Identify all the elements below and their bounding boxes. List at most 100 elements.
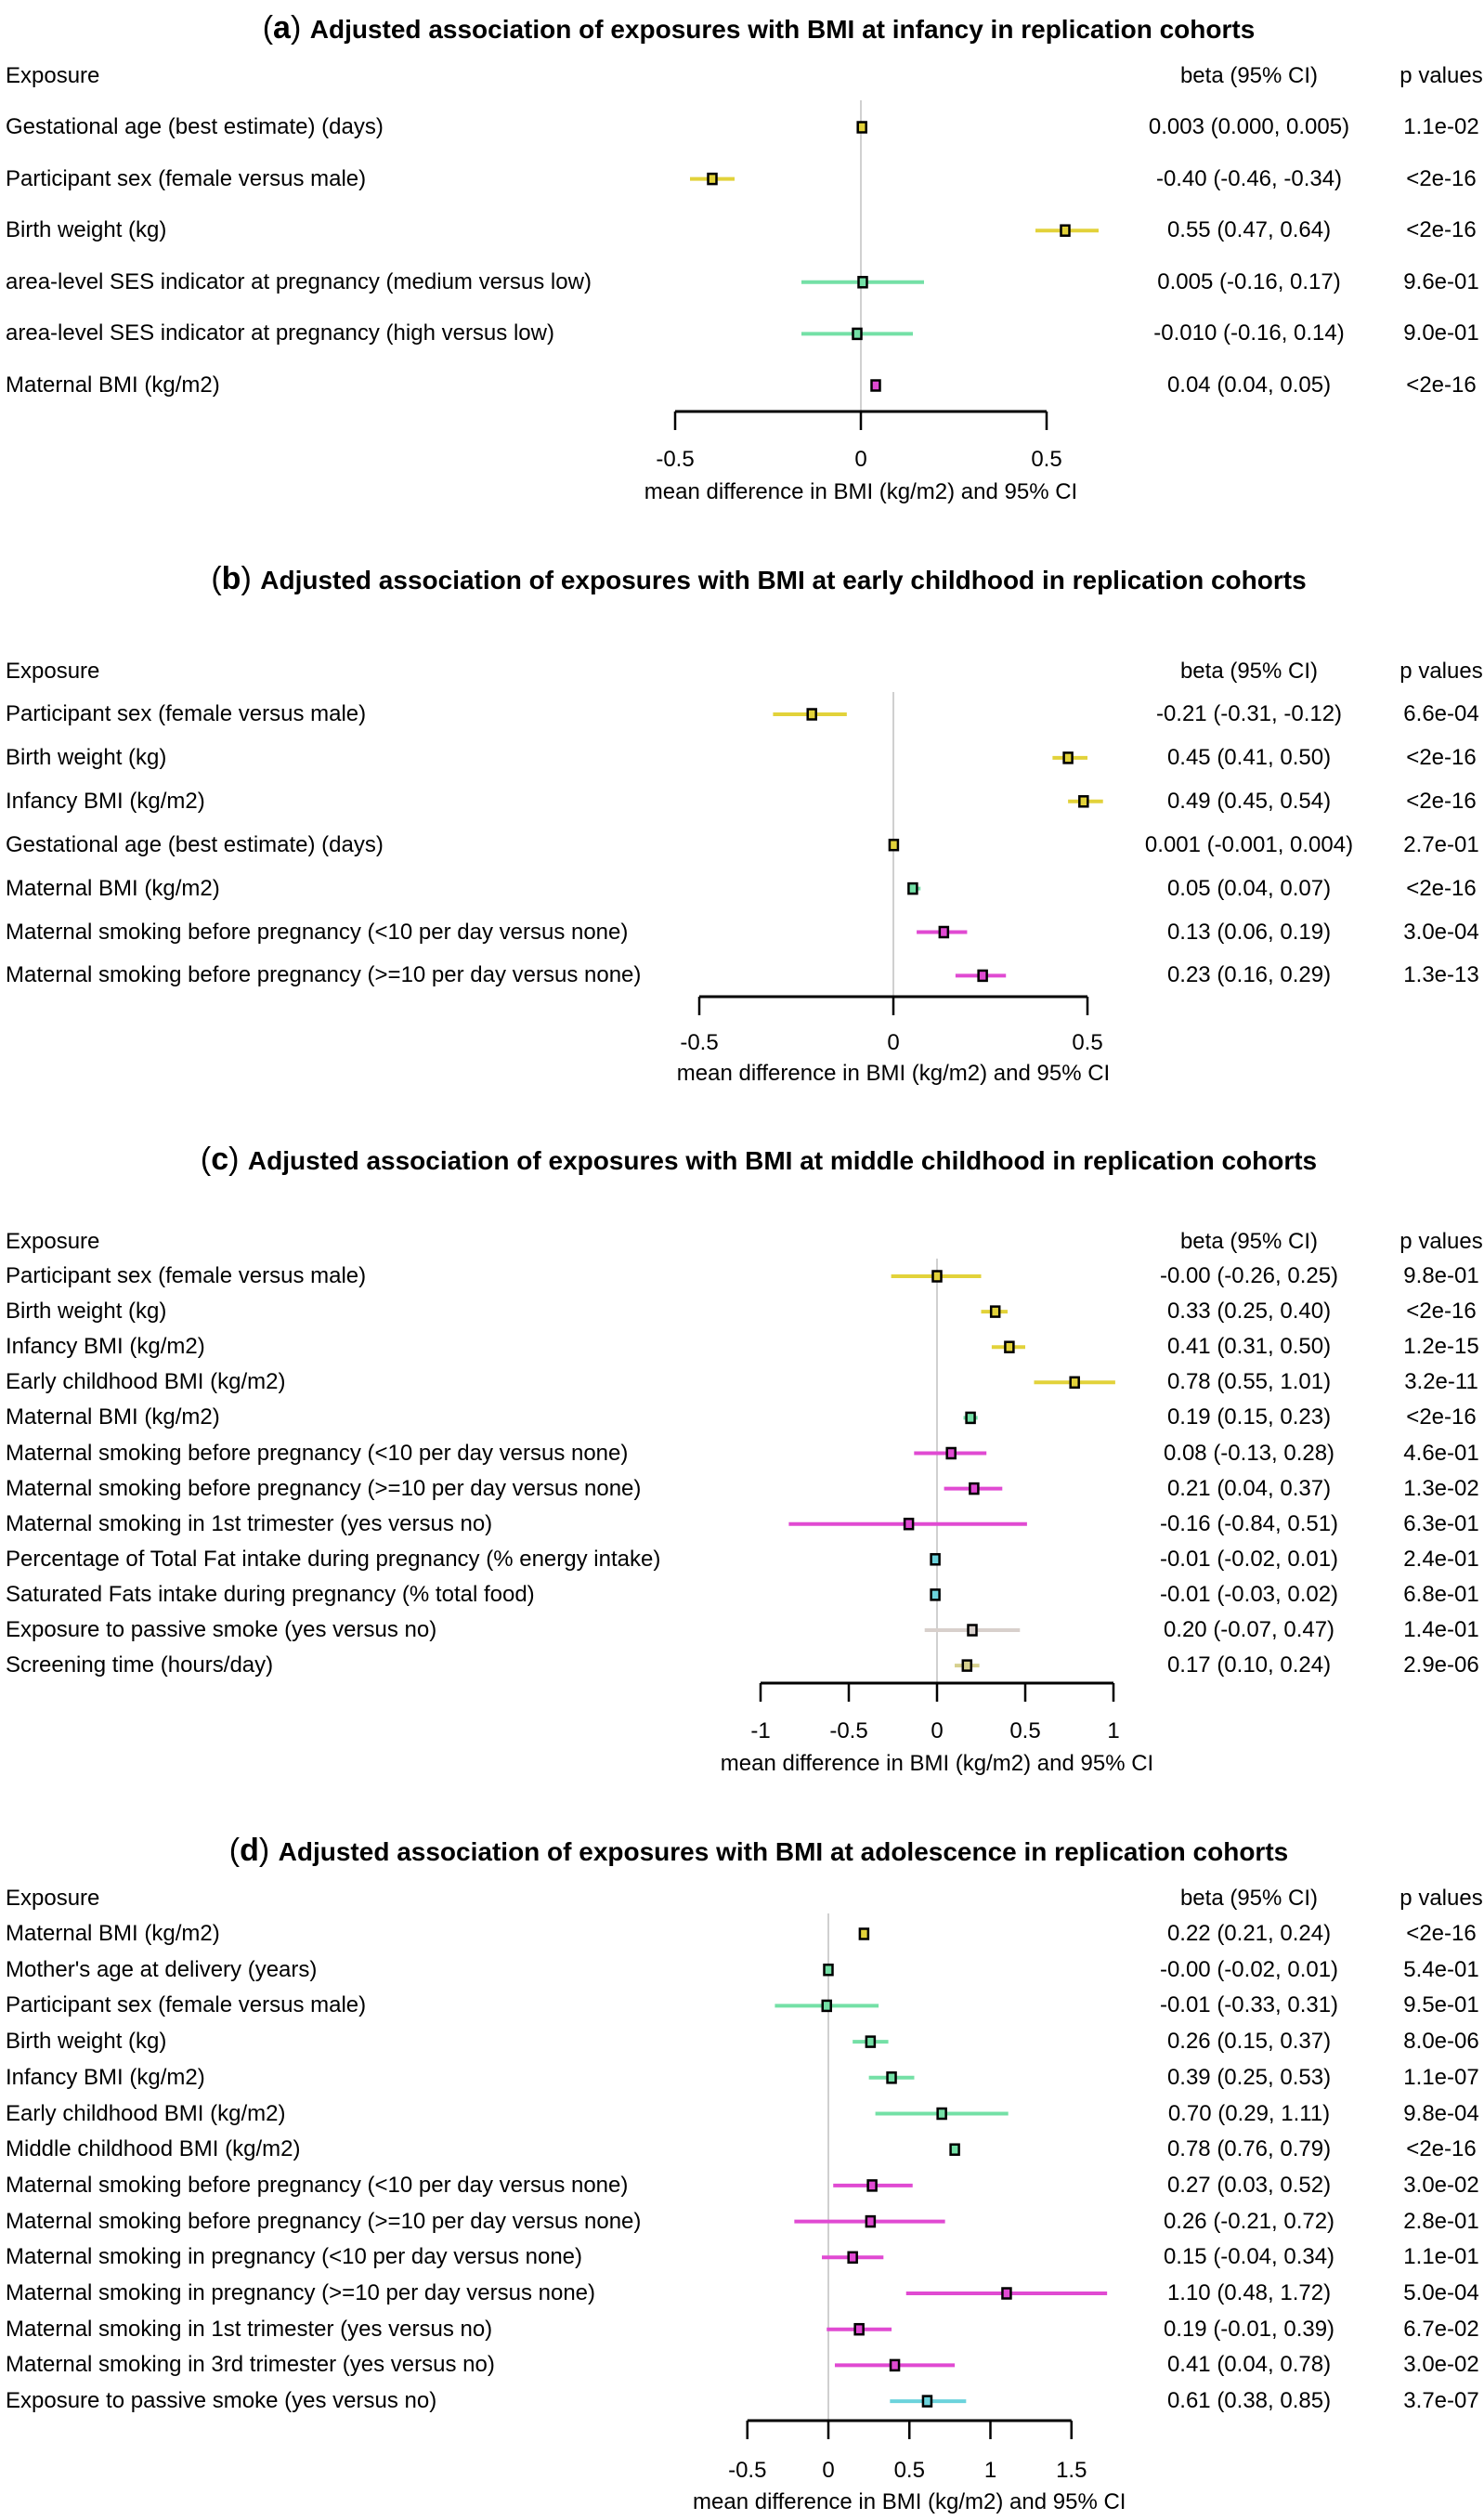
point-estimate-marker	[888, 838, 900, 852]
point-estimate-marker	[961, 1659, 973, 1672]
point-estimate-marker	[886, 2071, 897, 2084]
x-axis-label: mean difference in BMI (kg/m2) and 95% C…	[720, 1751, 1154, 1776]
exposure-label: Infancy BMI (kg/m2)	[6, 1334, 205, 1360]
point-estimate-marker	[806, 708, 817, 721]
panel-title-text: Adjusted association of exposures with B…	[247, 1146, 1318, 1175]
beta-ci-value: -0.40 (-0.46, -0.34)	[1155, 165, 1343, 191]
beta-ci-value: -0.00 (-0.02, 0.01)	[1159, 1956, 1339, 1982]
p-value: 2.9e-06	[1403, 1652, 1479, 1678]
point-estimate-marker	[857, 276, 868, 289]
x-tick-label: 0	[887, 1030, 900, 1055]
beta-ci-value: 0.08 (-0.13, 0.28)	[1163, 1440, 1335, 1466]
beta-ci-value: 0.27 (0.03, 0.52)	[1166, 2172, 1332, 2198]
beta-ci-value: -0.16 (-0.84, 0.51)	[1159, 1510, 1339, 1536]
p-value: 9.6e-01	[1403, 268, 1479, 294]
x-tick-label: -0.5	[728, 2458, 767, 2483]
exposure-label: Birth weight (kg)	[6, 217, 167, 243]
point-estimate-marker	[823, 1963, 834, 1977]
p-value: 9.0e-01	[1403, 320, 1479, 346]
p-value: 1.1e-02	[1403, 114, 1479, 139]
panel-title-text: Adjusted association of exposures with B…	[278, 1837, 1289, 1866]
panel-letter-text: d	[240, 1833, 259, 1868]
p-value: 5.0e-04	[1403, 2280, 1479, 2305]
p-value: 5.4e-01	[1403, 1956, 1479, 1982]
p-value: 1.2e-15	[1403, 1334, 1479, 1360]
point-estimate-marker	[856, 121, 867, 134]
point-estimate-marker	[949, 2143, 960, 2156]
p-value: 2.4e-01	[1403, 1546, 1479, 1572]
p-value: 3.2e-11	[1404, 1369, 1478, 1395]
panel-letter: (b)	[211, 561, 261, 596]
beta-ci-value: -0.00 (-0.26, 0.25)	[1159, 1263, 1339, 1288]
point-estimate-marker	[852, 327, 863, 341]
beta-ci-value: -0.01 (-0.33, 0.31)	[1159, 1992, 1339, 2018]
exposure-label: Maternal smoking before pregnancy (<10 p…	[6, 2172, 629, 2198]
beta-ci-value: 0.26 (-0.21, 0.72)	[1163, 2208, 1335, 2234]
p-value: <2e-16	[1406, 1921, 1477, 1946]
exposure-label: Maternal BMI (kg/m2)	[6, 1921, 220, 1946]
point-estimate-marker	[903, 1517, 915, 1531]
beta-ci-value: 0.003 (0.000, 0.005)	[1148, 114, 1350, 139]
beta-ci-value: 0.17 (0.10, 0.24)	[1166, 1652, 1332, 1678]
beta-ci-value: 0.04 (0.04, 0.05)	[1166, 372, 1332, 398]
exposure-label: Participant sex (female versus male)	[6, 165, 367, 191]
exposure-label: Maternal smoking in 1st trimester (yes v…	[6, 2316, 493, 2342]
exposure-label: Saturated Fats intake during pregnancy (…	[6, 1581, 535, 1607]
exposure-label: Maternal smoking in 3rd trimester (yes v…	[6, 2352, 495, 2378]
beta-ci-value: 0.78 (0.55, 1.01)	[1166, 1369, 1332, 1395]
x-tick-label: 0.5	[1072, 1030, 1103, 1055]
beta-ci-value: -0.010 (-0.16, 0.14)	[1153, 320, 1345, 346]
beta-ci-value: 0.001 (-0.001, 0.004)	[1144, 831, 1354, 857]
point-estimate-marker	[921, 2395, 933, 2408]
exposure-label: Infancy BMI (kg/m2)	[6, 788, 205, 814]
beta-header: beta (95% CI)	[1179, 1229, 1319, 1254]
x-tick-label: 1.5	[1056, 2458, 1087, 2483]
exposure-label: Exposure to passive smoke (yes versus no…	[6, 2388, 437, 2414]
point-estimate-marker	[936, 2107, 947, 2121]
beta-ci-value: 0.78 (0.76, 0.79)	[1166, 2136, 1332, 2162]
p-value: 1.4e-01	[1403, 1617, 1479, 1642]
beta-ci-value: 0.21 (0.04, 0.37)	[1166, 1475, 1332, 1501]
exposure-label: Maternal BMI (kg/m2)	[6, 875, 220, 901]
point-estimate-marker	[1001, 2287, 1012, 2300]
p-value: 2.8e-01	[1403, 2208, 1479, 2234]
p-value: 9.5e-01	[1403, 1992, 1479, 2018]
exposure-label: Early childhood BMI (kg/m2)	[6, 1369, 286, 1395]
panel-title: (d) Adjusted association of exposures wi…	[229, 1835, 1288, 1866]
point-estimate-marker	[866, 2179, 878, 2192]
x-tick-label: -1	[750, 1718, 771, 1743]
p-value: 3.7e-07	[1403, 2388, 1479, 2414]
exposure-header: Exposure	[6, 1229, 100, 1254]
p-value: <2e-16	[1406, 744, 1477, 770]
exposure-label: Maternal smoking before pregnancy (>=10 …	[6, 1475, 642, 1501]
exposure-header: Exposure	[6, 63, 100, 88]
point-estimate-marker	[858, 1927, 870, 1940]
exposure-label: Percentage of Total Fat intake during pr…	[6, 1546, 661, 1572]
panel-title: (a) Adjusted association of exposures wi…	[263, 12, 1256, 44]
x-tick-label: 0	[854, 447, 867, 472]
point-estimate-marker	[945, 1446, 957, 1460]
exposure-label: Maternal BMI (kg/m2)	[6, 372, 220, 398]
point-estimate-marker	[930, 1553, 941, 1566]
exposure-label: Gestational age (best estimate) (days)	[6, 114, 384, 139]
x-tick-label: -0.5	[829, 1718, 868, 1743]
p-value: 6.7e-02	[1403, 2316, 1479, 2342]
p-value: <2e-16	[1406, 1404, 1477, 1430]
panel-title-text: Adjusted association of exposures with B…	[260, 566, 1307, 594]
exposure-label: Participant sex (female versus male)	[6, 1992, 367, 2018]
beta-ci-value: 0.49 (0.45, 0.54)	[1166, 788, 1332, 814]
exposure-label: Infancy BMI (kg/m2)	[6, 2064, 205, 2090]
panel-letter-text: a	[273, 10, 291, 46]
p-value: 4.6e-01	[1403, 1440, 1479, 1466]
p-value: <2e-16	[1406, 217, 1477, 243]
exposure-label: Birth weight (kg)	[6, 744, 167, 770]
point-estimate-marker	[1004, 1340, 1015, 1353]
exposure-label: Maternal BMI (kg/m2)	[6, 1404, 220, 1430]
beta-ci-value: 0.15 (-0.04, 0.34)	[1163, 2244, 1335, 2270]
beta-ci-value: 0.20 (-0.07, 0.47)	[1163, 1617, 1335, 1642]
beta-header: beta (95% CI)	[1179, 1886, 1319, 1911]
panel-letter-text: c	[211, 1142, 229, 1177]
panel-title-text: Adjusted association of exposures with B…	[309, 15, 1256, 44]
exposure-label: Birth weight (kg)	[6, 2029, 167, 2055]
